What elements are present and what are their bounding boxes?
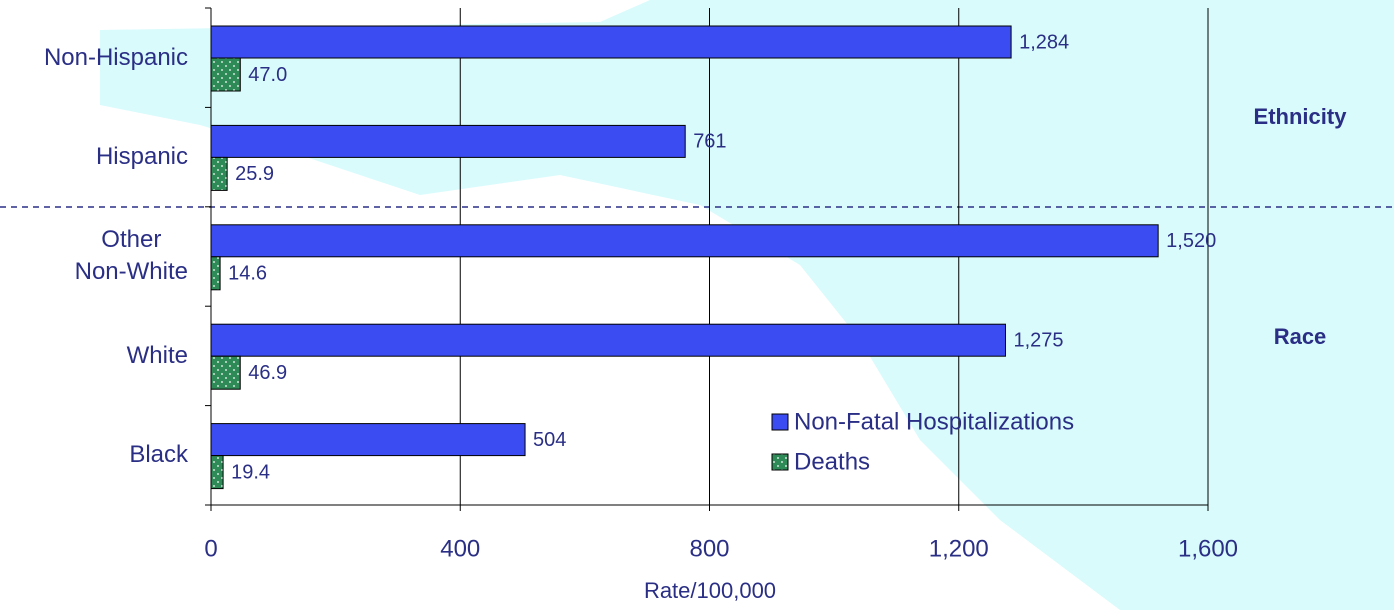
- bar: [210, 25, 1012, 59]
- data-label: 19.4: [231, 461, 270, 483]
- y-tick-label: Black: [129, 441, 188, 469]
- data-label: 1,275: [1013, 329, 1063, 351]
- bar: [210, 156, 228, 191]
- bar: [210, 57, 241, 92]
- bar: [210, 455, 224, 490]
- y-tick-label: Other Non-White: [74, 226, 188, 286]
- data-label: 14.6: [228, 263, 267, 285]
- map-background: [100, 0, 1394, 610]
- bar: [210, 323, 1006, 357]
- y-label-box: White: [126, 341, 188, 369]
- legend-label: Deaths: [794, 448, 870, 475]
- legend-label: Non-Fatal Hospitalizations: [794, 408, 1074, 435]
- y-label-box: Non-Hispanic: [43, 43, 188, 71]
- y-tick-label: Non-Hispanic: [43, 43, 188, 71]
- data-label: 1,520: [1166, 230, 1216, 252]
- x-tick-label: 0: [204, 535, 217, 562]
- x-axis-title: Rate/100,000: [644, 578, 776, 603]
- y-label-box: Hispanic: [95, 143, 188, 171]
- x-tick-label: 800: [689, 535, 729, 562]
- x-tick-label: 1,600: [1178, 535, 1238, 562]
- data-label: 47.0: [248, 64, 287, 86]
- data-label: 1,284: [1019, 31, 1069, 53]
- data-label: 761: [693, 131, 726, 153]
- bar: [210, 124, 686, 158]
- x-tick-label: 1,200: [929, 535, 989, 562]
- group-label: Race: [1274, 324, 1327, 349]
- legend-swatch: [771, 453, 789, 471]
- data-label: 46.9: [248, 362, 287, 384]
- data-label: 504: [533, 429, 566, 451]
- y-label-box: Black: [129, 441, 188, 469]
- x-tick-label: 400: [440, 535, 480, 562]
- data-label: 25.9: [235, 163, 274, 185]
- y-tick-label: Hispanic: [95, 143, 188, 171]
- bar: [210, 224, 1159, 258]
- bar: [210, 256, 221, 291]
- bar: [210, 355, 241, 390]
- y-tick-label: White: [126, 341, 188, 369]
- group-label: Ethnicity: [1254, 104, 1348, 129]
- legend-swatch: [771, 413, 789, 431]
- bar: [210, 423, 526, 457]
- y-label-box: Other Non-White: [74, 226, 188, 286]
